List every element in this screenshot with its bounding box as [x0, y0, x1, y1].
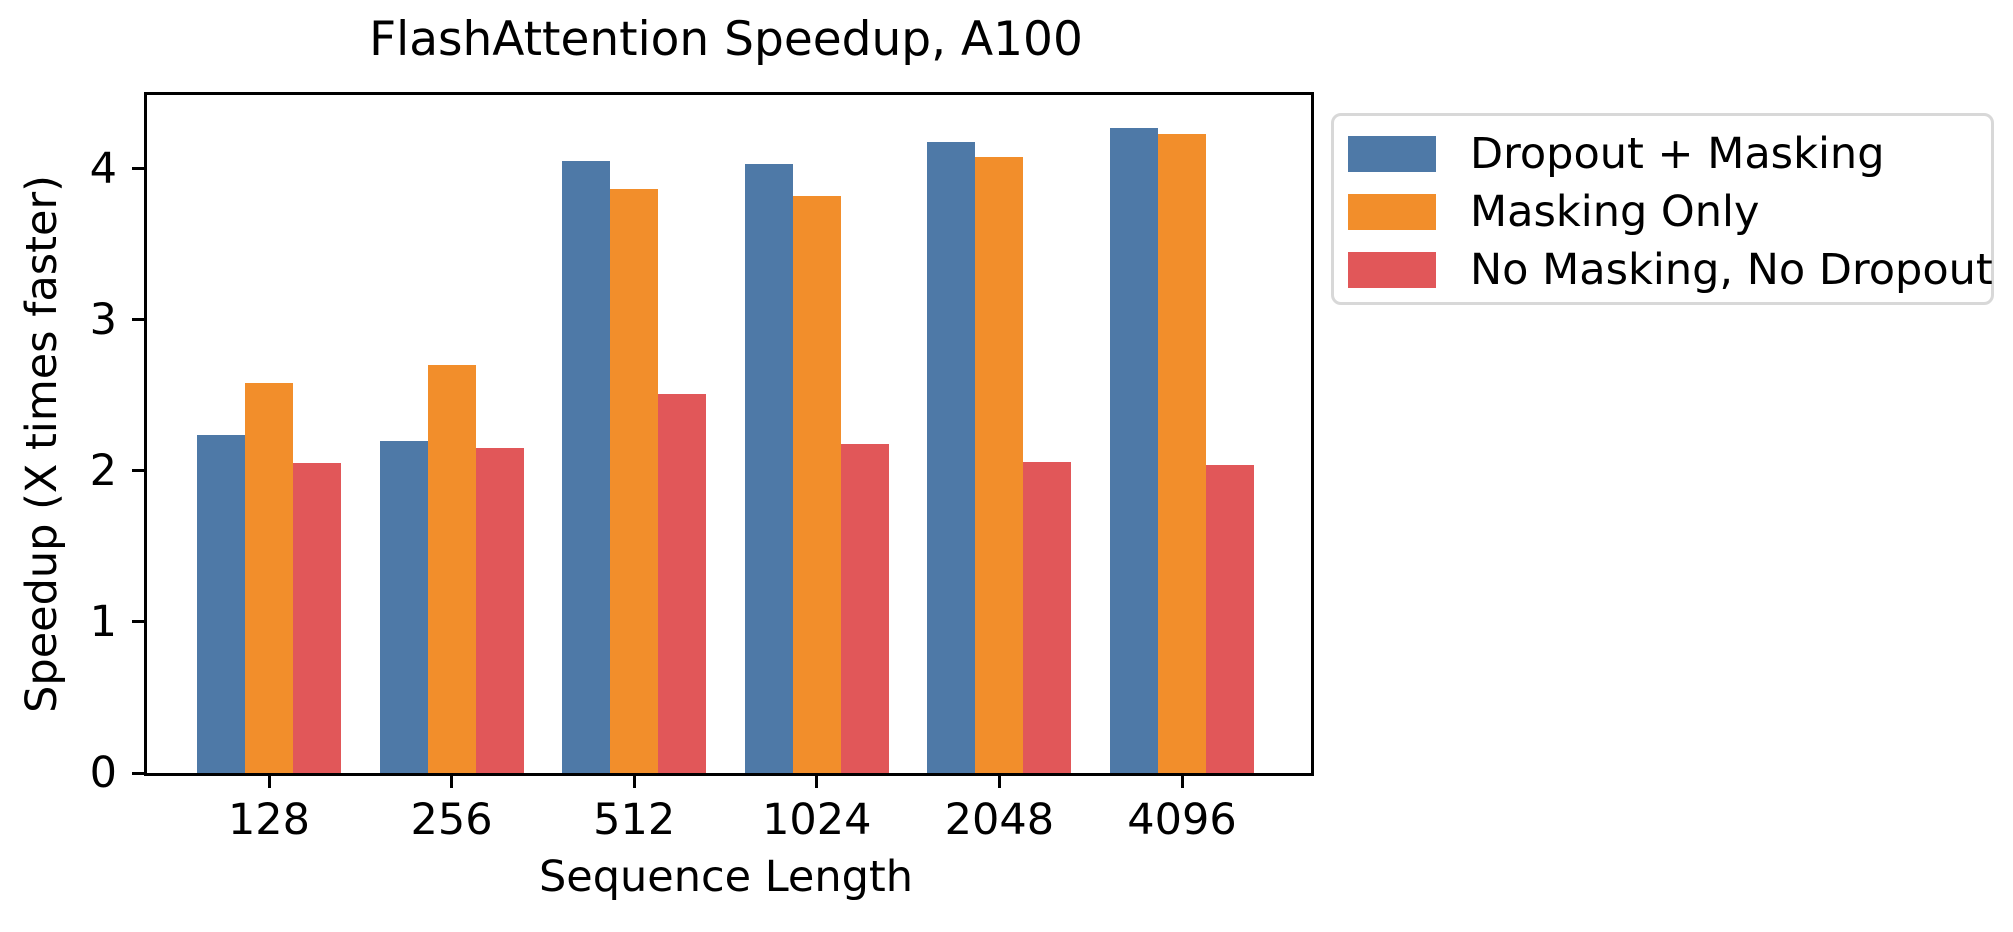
y-tick-mark [132, 771, 144, 775]
bar-series2-2048 [975, 156, 1024, 773]
y-tick-mark [132, 318, 144, 322]
bar-series2-512 [610, 188, 659, 773]
y-tick-label: 1 [89, 596, 117, 647]
bar-series2-256 [427, 365, 476, 773]
x-tick-mark [815, 776, 819, 788]
x-axis-label: Sequence Length [538, 852, 914, 902]
y-tick-label: 3 [89, 294, 117, 345]
x-tick-mark [997, 776, 1001, 788]
bar-series3-128 [293, 463, 341, 773]
y-tick-label: 2 [89, 445, 117, 496]
x-tick-mark [267, 776, 271, 788]
x-tick-label: 128 [227, 795, 311, 845]
y-tick-label: 4 [89, 143, 117, 194]
chart-title: FlashAttention Speedup, A100 [369, 12, 1083, 67]
plot-area: 0 1 2 3 4 128 256 512 1024 2048 4096 [90, 92, 1314, 845]
legend-label: No Masking, No Dropout [1470, 245, 1993, 295]
legend-item: Dropout + Masking [1348, 125, 1991, 183]
legend-item: No Masking, No Dropout [1348, 241, 1993, 299]
bar-series3-512 [658, 394, 707, 773]
y-tick-label: 0 [89, 748, 117, 798]
legend-label: Masking Only [1470, 187, 1760, 237]
bar-series2-128 [245, 383, 293, 773]
x-tick-label: 2048 [944, 795, 1055, 845]
bar-series3-4096 [1206, 464, 1254, 773]
bar-series2-1024 [792, 196, 841, 773]
y-tick-mark [132, 167, 144, 171]
bar-series2-4096 [1158, 134, 1206, 773]
bar-series1-2048 [927, 141, 976, 773]
x-tick-mark [1180, 776, 1184, 788]
bar-series3-2048 [1023, 461, 1072, 773]
legend: Dropout + Masking Masking Only No Maskin… [1331, 113, 1994, 305]
bar-series1-512 [562, 161, 611, 773]
legend-swatch [1348, 194, 1436, 230]
bar-series1-128 [197, 434, 245, 773]
y-tick-mark [132, 620, 144, 624]
bar-series3-256 [475, 448, 524, 773]
y-tick-mark [132, 469, 144, 473]
x-tick-label: 256 [410, 795, 493, 845]
x-tick-mark [450, 776, 454, 788]
bar-series3-1024 [840, 443, 889, 773]
x-tick-label: 512 [593, 795, 676, 845]
legend-item: Masking Only [1348, 183, 1991, 241]
x-tick-mark [632, 776, 636, 788]
legend-swatch [1348, 252, 1436, 288]
bar-series1-4096 [1110, 128, 1158, 773]
bar-series1-256 [379, 440, 428, 773]
legend-label: Dropout + Masking [1470, 129, 1885, 179]
bar-series1-1024 [744, 164, 793, 773]
x-tick-label: 4096 [1127, 795, 1237, 845]
legend-swatch [1348, 136, 1436, 172]
y-axis-label: Speedup (X times faster) [17, 175, 67, 713]
x-tick-label: 1024 [762, 795, 872, 845]
